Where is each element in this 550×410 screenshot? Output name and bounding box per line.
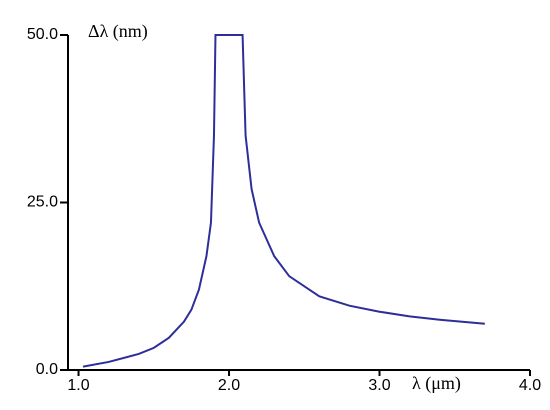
data-line xyxy=(82,34,485,368)
x-tick-label: 2.0 xyxy=(218,377,240,394)
x-axis-label: λ (μm) xyxy=(412,373,461,394)
y-tick-label: 25.0 xyxy=(27,194,58,211)
x-tick-label: 3.0 xyxy=(368,377,390,394)
y-axis-label: Δλ (nm) xyxy=(88,21,148,42)
y-tick-label: 0.0 xyxy=(36,361,58,378)
x-tick-label: 1.0 xyxy=(67,377,89,394)
y-tick-label: 50.0 xyxy=(27,26,58,43)
x-tick-label: 4.0 xyxy=(519,377,541,394)
